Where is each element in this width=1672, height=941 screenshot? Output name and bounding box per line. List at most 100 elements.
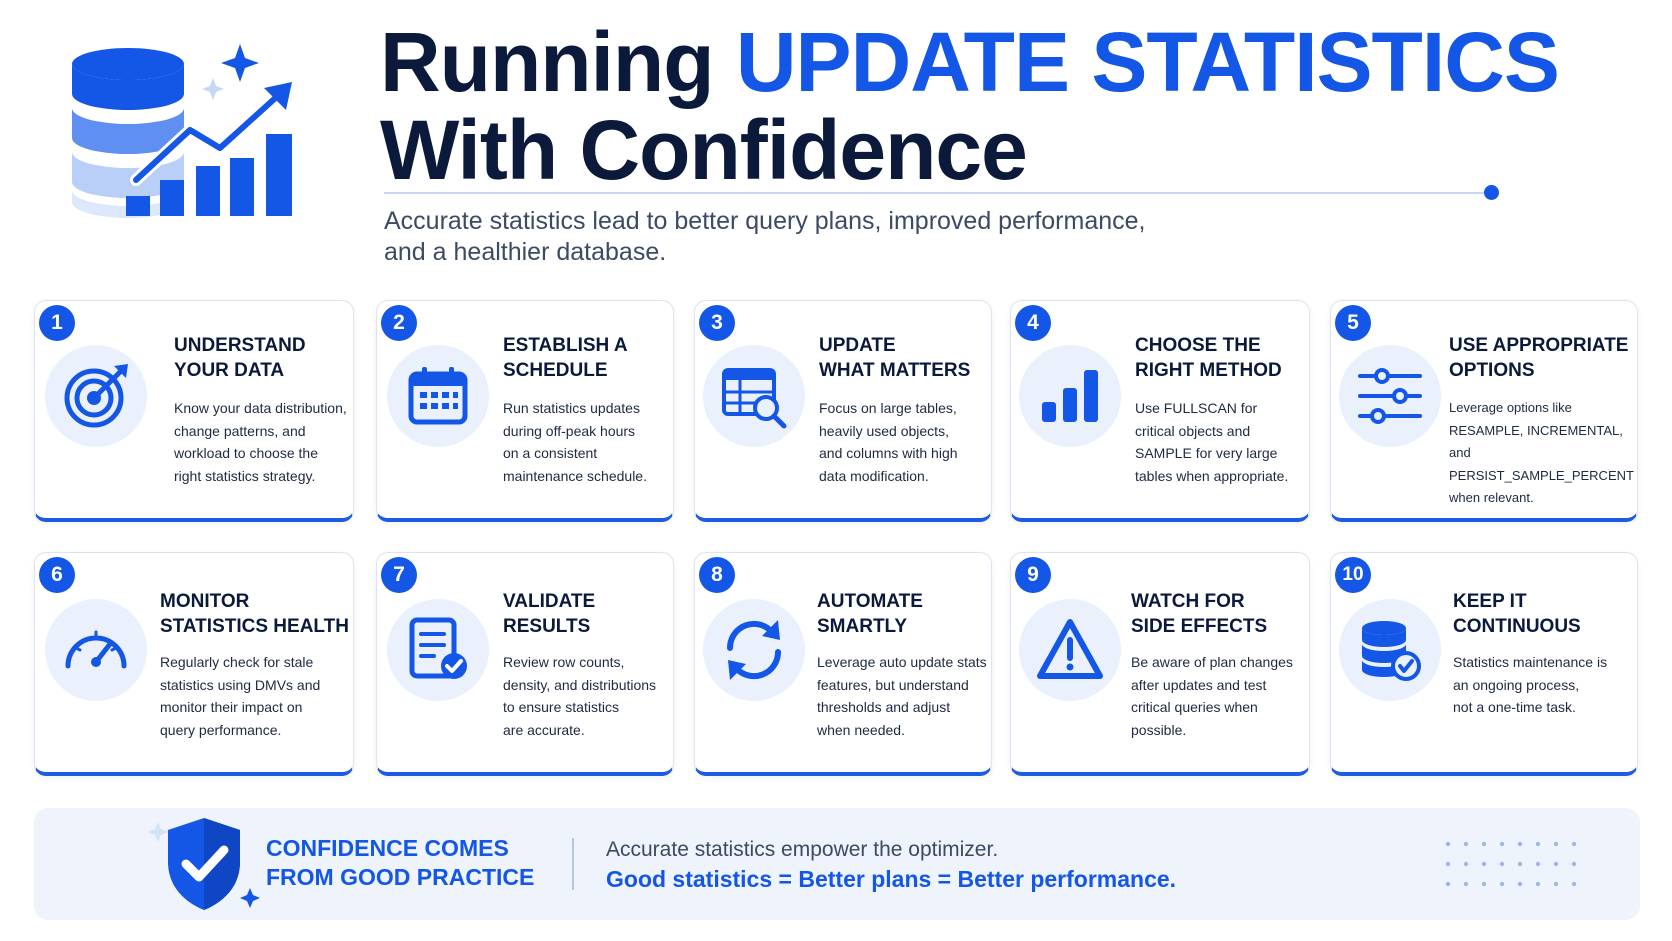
desc-line: RESAMPLE, INCREMENTAL, [1449,422,1623,438]
desc-line: Know your data distribution, [174,400,347,416]
decorative-dot [1553,841,1559,847]
desc-line: Review row counts, [503,654,625,670]
step-title-line2: CONTINUOUS [1453,616,1581,637]
title-divider-dot [1484,185,1499,200]
banner-divider [572,838,574,890]
decorative-dot [1445,881,1451,887]
step-card-8: 8 AUTOMATE SMARTLY Leverage auto update s… [694,552,992,776]
desc-line: query performance. [160,721,282,738]
subtitle-line2: and a healthier database. [384,238,667,266]
desc-line: Focus on large tables, [819,400,957,416]
desc-line: critical queries when [1131,699,1258,715]
desc-line: Statistics maintenance is [1453,654,1608,670]
step-title: UPDATE WHAT MATTERS [819,333,970,383]
title-divider [384,192,1492,194]
desc-line: when needed. [817,721,905,738]
step-title-line1: USE APPROPRIATE [1449,335,1629,356]
page-subtitle: Accurate statistics lead to better query… [384,206,1204,268]
desc-line: Be aware of plan changes [1131,654,1293,670]
step-title-line1: KEEP IT [1453,591,1527,612]
step-title: UNDERSTAND YOUR DATA [174,333,306,383]
refresh-icon [703,599,805,701]
decorative-dot [1553,861,1559,867]
step-title-line1: WATCH FOR [1131,591,1245,612]
step-description: Focus on large tables, heavily used objec… [819,397,958,487]
gauge-icon [45,599,147,701]
sliders-icon [1339,345,1441,447]
step-title-line1: AUTOMATE [817,591,923,612]
banner-title-line2: FROM GOOD PRACTICE [266,864,535,890]
step-description: Statistics maintenance is an ongoing proc… [1453,651,1607,719]
decorative-dot [1481,861,1487,867]
step-title-line1: CHOOSE THE [1135,335,1261,356]
step-description: Regularly check for stale statistics usin… [160,651,320,741]
step-title-line2: SMARTLY [817,616,908,637]
step-title: USE APPROPRIATE OPTIONS [1449,333,1628,383]
desc-line: SAMPLE for very large [1135,445,1278,461]
step-title-line2: RIGHT METHOD [1135,360,1282,381]
banner-message: Accurate statistics empower the optimize… [606,838,999,861]
decorative-dot [1445,841,1451,847]
desc-line: an ongoing process, [1453,676,1580,693]
desc-line: heavily used objects, [819,422,949,439]
step-badge: 2 [381,305,417,341]
desc-line: tables when appropriate. [1135,467,1289,484]
document-check-icon [387,599,489,701]
subtitle-line1: Accurate statistics lead to better query… [384,207,1146,235]
title-part1: Running [380,15,736,109]
step-title-line2: SIDE EFFECTS [1131,616,1268,637]
step-title: ESTABLISH A SCHEDULE [503,333,628,383]
desc-line: not a one-time task. [1453,699,1576,715]
decorative-dot [1535,841,1541,847]
step-description: Run statistics updates during off-peak ho… [503,397,647,487]
step-badge: 3 [699,305,735,341]
step-badge: 8 [699,557,735,593]
decorative-dot [1553,881,1559,887]
step-title-line2: SCHEDULE [503,360,608,381]
database-growth-chart-icon [72,44,292,218]
decorative-dot [1571,861,1577,867]
step-card-5: 5 USE APPROPRIATE OPTIONS Leverage option… [1330,300,1638,522]
step-title: WATCH FOR SIDE EFFECTS [1131,589,1267,639]
step-title-line1: VALIDATE [503,591,596,612]
page-title: Running UPDATE STATISTICS With Confidence [380,15,1560,197]
desc-line: statistics using DMVs and [160,676,321,693]
decorative-dot [1481,841,1487,847]
decorative-dot [1481,881,1487,887]
desc-line: to ensure statistics [503,699,619,715]
shield-check-icon [148,818,260,910]
title-part2: With Confidence [380,103,1028,197]
desc-line: Leverage options like [1449,400,1572,415]
banner-tagline: Good statistics = Better plans = Better … [606,866,1177,892]
desc-line: Leverage auto update stats [817,654,987,670]
desc-line: Use FULLSCAN for [1135,400,1258,416]
desc-line: when relevant. [1449,490,1534,505]
desc-line: critical objects and [1135,422,1251,439]
step-badge: 4 [1015,305,1051,341]
step-title-line2: WHAT MATTERS [819,360,971,381]
bar-chart-icon [1019,345,1121,447]
desc-line: and columns with high [819,445,958,461]
step-title-line1: UNDERSTAND [174,335,306,356]
desc-line: Run statistics updates [503,400,640,416]
desc-line: on a consistent [503,445,598,461]
table-search-icon [703,345,805,447]
step-title: AUTOMATE SMARTLY [817,589,923,639]
decorative-dot [1571,841,1577,847]
step-description: Be aware of plan changes after updates an… [1131,651,1293,741]
decorative-dot [1517,881,1523,887]
desc-line: maintenance schedule. [503,467,647,484]
decorative-dot [1517,861,1523,867]
decorative-dot [1463,841,1469,847]
desc-line: after updates and test [1131,676,1267,693]
decorative-dot [1571,881,1577,887]
step-description: Leverage options like RESAMPLE, INCREMENT… [1449,397,1637,510]
decorative-dot [1499,881,1505,887]
desc-line: and PERSIST_SAMPLE_PERCENT [1449,445,1634,483]
step-title: KEEP IT CONTINUOUS [1453,589,1581,639]
desc-line: Regularly check for stale [160,654,314,670]
title-accent: UPDATE STATISTICS [735,15,1560,109]
target-icon [45,345,147,447]
desc-line: features, but understand [817,676,969,693]
decorative-dots [1445,841,1577,887]
